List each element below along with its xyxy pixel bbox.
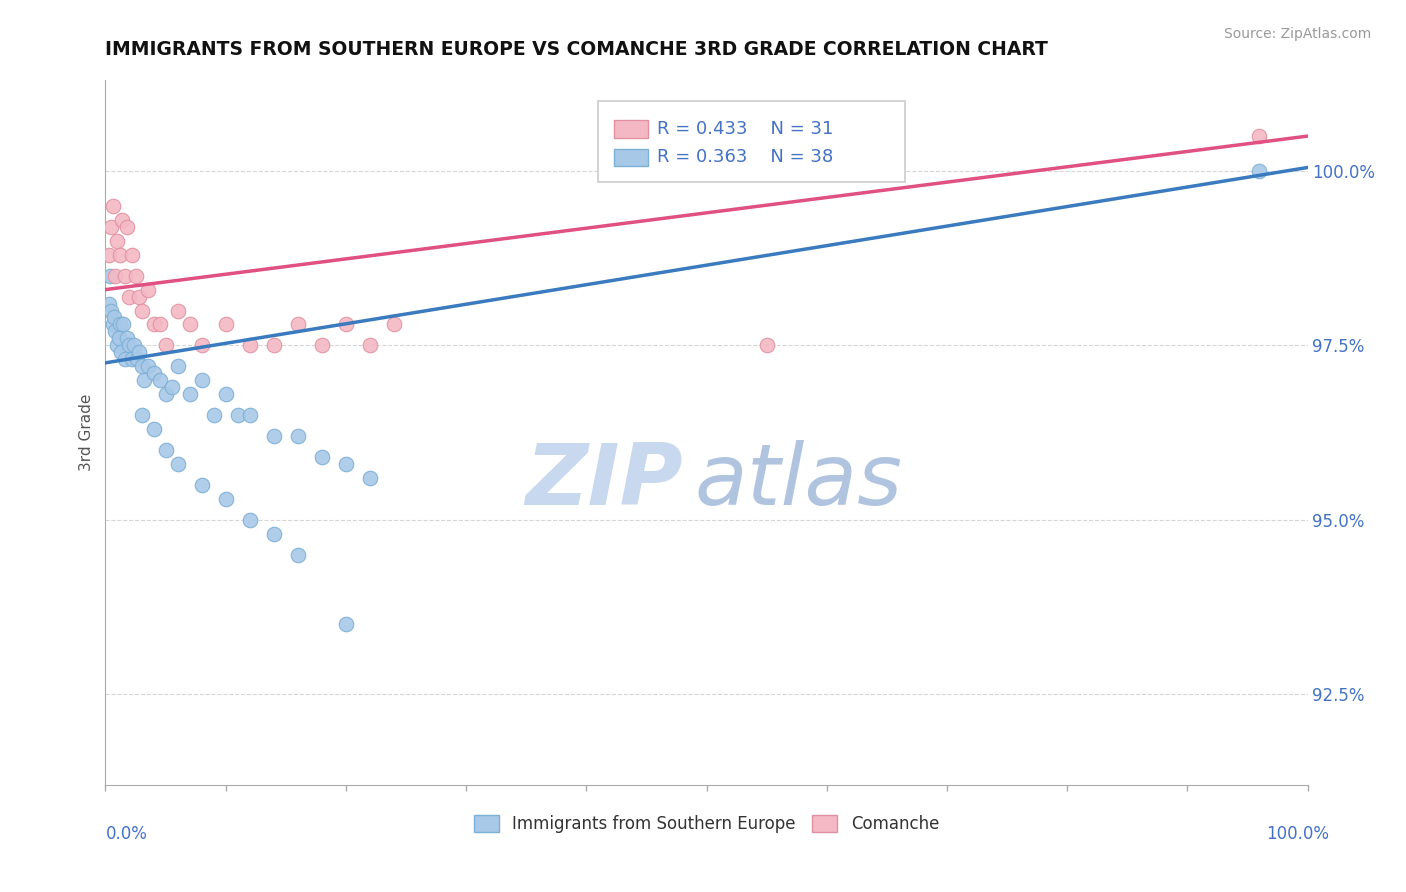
Point (107, 338, 129, 352)
Point (98, 248, 121, 262)
Point (118, 289, 141, 303)
Point (335, 457, 357, 471)
Point (128, 289, 150, 303)
Point (202, 408, 225, 422)
FancyBboxPatch shape (614, 149, 648, 166)
Point (359, 338, 381, 352)
Point (131, 408, 153, 422)
Point (263, 526, 285, 541)
Point (110, 345, 132, 359)
FancyBboxPatch shape (599, 102, 905, 183)
Point (382, 318, 405, 332)
Point (136, 359, 159, 374)
Point (287, 318, 309, 332)
Point (103, 310, 125, 325)
Point (311, 450, 333, 464)
Point (239, 338, 262, 352)
Point (124, 338, 146, 352)
Text: ZIP: ZIP (524, 441, 682, 524)
Point (263, 429, 285, 443)
Point (121, 248, 143, 262)
Point (136, 283, 159, 297)
Point (190, 478, 212, 492)
Point (131, 303, 153, 318)
Point (287, 429, 309, 443)
Y-axis label: 3rd Grade: 3rd Grade (79, 394, 94, 471)
Legend: Immigrants from Southern Europe, Comanche: Immigrants from Southern Europe, Comanch… (467, 808, 946, 840)
Point (1249, 164, 1271, 178)
Point (121, 352, 143, 367)
Point (190, 373, 212, 387)
Point (166, 457, 188, 471)
Point (148, 373, 170, 387)
Point (160, 380, 183, 394)
FancyBboxPatch shape (614, 120, 648, 138)
Point (142, 367, 165, 381)
Text: 100.0%: 100.0% (1265, 825, 1329, 843)
Text: IMMIGRANTS FROM SOUTHERN EUROPE VS COMANCHE 3RD GRADE CORRELATION CHART: IMMIGRANTS FROM SOUTHERN EUROPE VS COMAN… (105, 40, 1049, 59)
Point (755, 338, 778, 352)
Point (100, 303, 122, 318)
Point (155, 387, 177, 401)
Point (98, 268, 121, 283)
Point (108, 248, 131, 262)
Point (239, 513, 262, 527)
Point (335, 617, 357, 632)
Text: Source: ZipAtlas.com: Source: ZipAtlas.com (1223, 27, 1371, 41)
Point (179, 387, 201, 401)
Point (214, 387, 236, 401)
Point (214, 318, 236, 332)
Point (311, 338, 333, 352)
Point (128, 345, 150, 359)
Point (108, 318, 131, 332)
Point (166, 359, 188, 374)
Point (114, 268, 136, 283)
Point (107, 234, 129, 248)
Text: 0.0%: 0.0% (105, 825, 148, 843)
Point (125, 352, 148, 367)
Point (190, 338, 212, 352)
Point (104, 325, 127, 339)
Point (114, 352, 136, 367)
Point (148, 318, 170, 332)
Point (142, 422, 165, 436)
Point (335, 318, 357, 332)
Point (239, 408, 262, 422)
Text: atlas: atlas (695, 441, 903, 524)
Point (359, 471, 381, 485)
Point (101, 318, 124, 332)
Point (124, 268, 146, 283)
Point (100, 219, 122, 234)
Text: R = 0.433    N = 31: R = 0.433 N = 31 (657, 120, 834, 138)
Point (104, 268, 127, 283)
Point (111, 212, 134, 227)
Point (287, 548, 309, 562)
Point (179, 318, 201, 332)
Point (115, 219, 138, 234)
Point (132, 373, 155, 387)
Point (115, 331, 138, 345)
Point (101, 199, 124, 213)
Point (166, 303, 188, 318)
Point (155, 338, 177, 352)
Point (142, 318, 165, 332)
Point (107, 331, 129, 345)
Point (98, 296, 121, 310)
Point (263, 338, 285, 352)
Point (155, 443, 177, 458)
Point (226, 408, 249, 422)
Point (1249, 129, 1271, 144)
Point (131, 359, 153, 374)
Point (214, 491, 236, 506)
Text: R = 0.363    N = 38: R = 0.363 N = 38 (657, 148, 834, 166)
Point (118, 338, 141, 352)
Point (112, 318, 135, 332)
